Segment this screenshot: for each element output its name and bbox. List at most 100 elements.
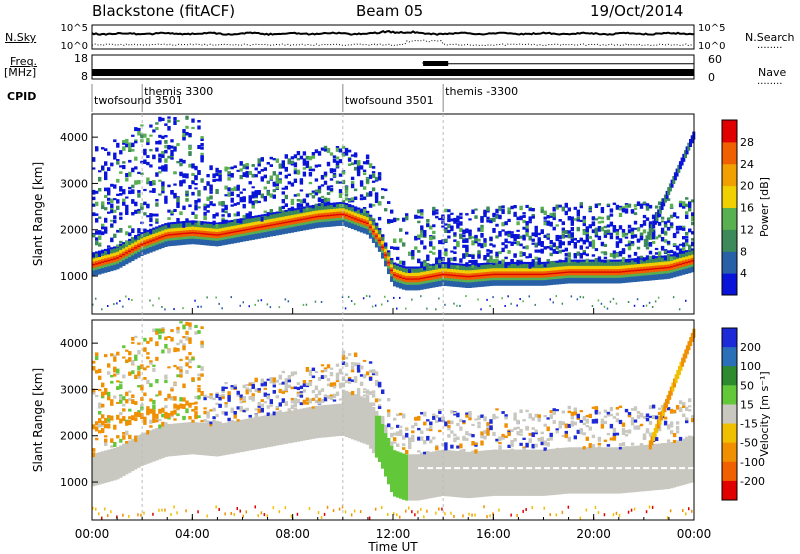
- velocity-cell: [504, 449, 508, 496]
- power-cell: [462, 270, 466, 275]
- power-cell: [658, 205, 662, 214]
- power-cell: [113, 264, 117, 271]
- power-cell: [642, 258, 647, 262]
- power-cell: [688, 265, 692, 270]
- power-cell: [236, 220, 240, 223]
- velocity-cell: [426, 452, 430, 499]
- power-cell: [555, 273, 559, 278]
- velocity-cell: [188, 402, 192, 408]
- velocity-cell: [540, 431, 544, 435]
- power-cell: [471, 236, 475, 239]
- power-cell: [672, 214, 677, 217]
- power-cell: [423, 266, 427, 271]
- velocity-cell: [507, 449, 511, 496]
- power-cell: [534, 303, 536, 306]
- power-cell: [305, 202, 310, 207]
- power-cell: [107, 197, 111, 201]
- power-cell: [347, 295, 350, 298]
- power-cell: [555, 234, 559, 237]
- velocity-cell: [356, 395, 361, 442]
- power-cell: [191, 118, 195, 123]
- power-cell: [326, 205, 331, 211]
- power-cell: [137, 230, 141, 234]
- power-cell: [534, 261, 538, 266]
- power-cell: [393, 246, 397, 250]
- power-cell: [131, 239, 135, 245]
- power-cell: [224, 210, 228, 214]
- velocity-cell: [350, 369, 355, 373]
- power-cell: [131, 252, 135, 257]
- velocity-cell: [492, 449, 496, 496]
- velocity-cell: [432, 436, 436, 440]
- power-cell: [468, 266, 472, 272]
- power-cell: [528, 275, 532, 279]
- power-cell: [591, 254, 596, 257]
- power-cell: [131, 299, 133, 301]
- power-cell: [651, 255, 656, 259]
- velocity-cell: [161, 349, 165, 354]
- power-cell: [95, 218, 99, 223]
- velocity-cell: [320, 388, 325, 392]
- velocity-cell: [272, 377, 276, 383]
- power-cell: [582, 239, 586, 245]
- power-cell: [647, 231, 651, 240]
- power-cell: [522, 246, 526, 249]
- power-cell: [161, 117, 165, 121]
- power-cell: [335, 156, 340, 160]
- velocity-cell: [173, 423, 177, 456]
- velocity-cell: [155, 379, 159, 384]
- power-cell: [149, 213, 153, 218]
- velocity-cell: [290, 410, 295, 443]
- power-cell: [609, 221, 614, 227]
- velocity-cell: [510, 442, 514, 448]
- velocity-cell: [131, 394, 135, 398]
- power-cell: [402, 284, 406, 290]
- velocity-cell: [675, 421, 680, 425]
- power-cell: [356, 171, 361, 177]
- power-cell: [471, 277, 475, 281]
- velocity-cell: [281, 412, 285, 445]
- power-cell: [678, 308, 681, 311]
- velocity-cell: [673, 378, 676, 388]
- velocity-cell: [688, 507, 690, 511]
- power-cell: [672, 266, 677, 271]
- power-cell: [122, 255, 126, 259]
- velocity-cell: [215, 393, 219, 398]
- power-cell: [561, 227, 565, 231]
- power-cell: [107, 263, 111, 268]
- power-cell: [245, 232, 249, 237]
- power-cell: [320, 215, 325, 219]
- power-cell: [107, 201, 111, 205]
- power-colorbar-swatch-4: [722, 185, 737, 208]
- power-cell: [110, 237, 114, 243]
- power-cell: [480, 278, 484, 283]
- velocity-cell: [320, 375, 325, 379]
- power-cell: [465, 277, 469, 281]
- power-cell: [618, 225, 623, 230]
- power-cell: [498, 251, 502, 255]
- power-cell: [242, 215, 246, 219]
- power-cell: [197, 234, 201, 238]
- velocity-cell: [251, 385, 255, 389]
- velocity-cell: [444, 447, 448, 451]
- power-cell: [185, 125, 189, 129]
- power-cell: [666, 240, 671, 244]
- power-cell: [501, 229, 505, 232]
- power-cell: [335, 180, 340, 184]
- velocity-cell: [164, 336, 168, 341]
- power-cell: [438, 275, 442, 280]
- power-cell: [432, 269, 436, 275]
- power-cell: [344, 216, 349, 220]
- velocity-cell: [227, 391, 231, 396]
- velocity-cell: [200, 422, 204, 456]
- power-cell: [335, 208, 340, 214]
- power-cell: [531, 280, 535, 286]
- velocity-cell: [444, 449, 448, 497]
- power-cell: [374, 236, 379, 241]
- power-cell: [374, 225, 379, 232]
- power-cell: [618, 261, 623, 268]
- velocity-cell: [167, 336, 171, 338]
- power-cell: [134, 251, 138, 256]
- velocity-cell: [408, 444, 412, 450]
- power-cell: [513, 271, 517, 276]
